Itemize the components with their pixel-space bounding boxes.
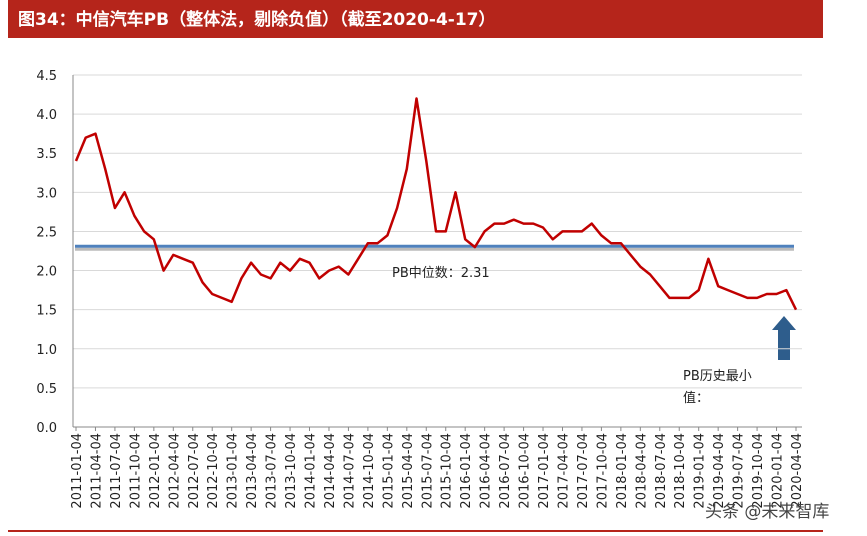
x-tick-label: 2016-10-04 (518, 433, 533, 509)
x-tick-label: 2019-04-04 (712, 433, 727, 509)
x-tick-label: 2016-07-04 (498, 433, 513, 509)
y-tick-label: 2.5 (36, 225, 57, 240)
x-tick-label: 2017-07-04 (576, 433, 591, 509)
x-tick-label: 2011-04-04 (89, 433, 104, 509)
x-tick-label: 2012-04-04 (167, 433, 182, 509)
x-tick-label: 2011-07-04 (109, 433, 124, 509)
x-tick-label: 2012-10-04 (206, 433, 221, 509)
y-tick-label: 2.0 (36, 265, 57, 280)
x-tick-label: 2018-04-04 (634, 433, 649, 509)
x-tick-label: 2014-10-04 (362, 433, 377, 509)
chart-title: 图34：中信汽车PB（整体法，剔除负值）（截至2020-4-17） (18, 9, 496, 30)
x-tick-label: 2014-07-04 (342, 433, 357, 509)
y-tick-label: 0.0 (36, 421, 57, 436)
series-line (74, 97, 798, 311)
x-tick-label: 2012-07-04 (187, 433, 202, 509)
x-tick-label: 2018-10-04 (673, 433, 688, 509)
x-tick-label: 2014-01-04 (304, 433, 319, 509)
x-tick-label: 2014-04-04 (323, 433, 338, 509)
y-tick-label: 1.5 (36, 304, 57, 319)
x-tick-label: 2017-10-04 (595, 433, 610, 509)
title-bar (8, 0, 823, 38)
x-tick-label: 2016-01-04 (459, 433, 474, 509)
x-tick-label: 2020-01-04 (771, 433, 786, 509)
y-tick-label: 4.5 (36, 69, 57, 84)
x-tick-label: 2015-10-04 (440, 433, 455, 509)
x-tick-label: 2015-04-04 (401, 433, 416, 509)
x-tick-label: 2019-07-04 (732, 433, 747, 509)
x-tick-label: 2018-07-04 (654, 433, 669, 509)
x-tick-label: 2020-04-04 (790, 433, 805, 509)
y-tick-label: 3.0 (36, 186, 57, 201)
min-label: PB历史最小值： (683, 369, 752, 406)
x-tick-label: 2019-10-04 (751, 433, 766, 509)
x-tick-label: 2017-04-04 (556, 433, 571, 509)
x-tick-label: 2012-01-04 (148, 433, 163, 509)
x-tick-label: 2013-07-04 (265, 433, 280, 509)
x-tick-label: 2011-10-04 (128, 433, 143, 509)
x-tick-label: 2016-04-04 (479, 433, 494, 509)
x-tick-label: 2013-10-04 (284, 433, 299, 509)
x-tick-label: 2015-07-04 (420, 433, 435, 509)
arrow (772, 316, 796, 360)
x-tick-label: 2013-04-04 (245, 433, 260, 509)
x-tick-label: 2011-01-04 (70, 433, 85, 509)
y-tick-label: 3.5 (36, 147, 57, 162)
x-tick-label: 2013-01-04 (226, 433, 241, 509)
y-tick-label: 1.0 (36, 343, 57, 358)
x-tick-label: 2017-01-04 (537, 433, 552, 509)
median-label: PB中位数：2.31 (392, 266, 490, 281)
x-tick-label: 2018-01-04 (615, 433, 630, 509)
watermark: 头条 @未来智库 (705, 502, 829, 522)
y-tick-label: 4.0 (36, 108, 57, 123)
x-tick-label: 2019-01-04 (693, 433, 708, 509)
x-tick-label: 2015-01-04 (381, 433, 396, 509)
y-tick-label: 0.5 (36, 382, 57, 397)
